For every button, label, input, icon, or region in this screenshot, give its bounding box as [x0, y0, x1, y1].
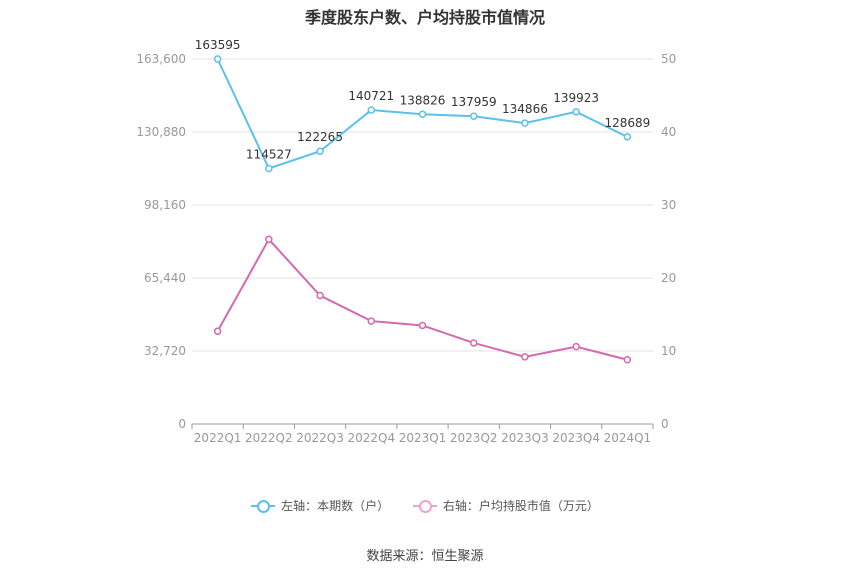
data-point	[623, 133, 632, 141]
right-axis-tick-label: 20	[661, 271, 676, 285]
data-point	[469, 112, 478, 120]
x-axis-tick-label: 2022Q2	[245, 431, 293, 445]
data-label: 114527	[246, 147, 292, 161]
x-axis-tick-label: 2023Q1	[399, 431, 447, 445]
legend-line-icon-households	[251, 499, 276, 513]
data-point	[316, 147, 324, 155]
x-axis-tick-label: 2022Q1	[194, 431, 242, 445]
left-axis-tick-label: 65,440	[144, 271, 186, 285]
data-point	[469, 339, 478, 347]
data-point	[265, 235, 273, 244]
data-point	[521, 353, 529, 361]
data-label: 128689	[604, 116, 650, 130]
x-axis-tick-label: 2022Q3	[296, 431, 344, 445]
x-axis-tick-label: 2023Q4	[552, 431, 600, 445]
data-point	[572, 108, 580, 116]
grid-lines	[192, 58, 653, 352]
data-point	[367, 106, 376, 114]
x-axis-tick-label: 2023Q3	[501, 431, 549, 445]
axes: 0 0 32,720 10 65,440 20 98,160 30 130,880 40 163,6…	[136, 52, 676, 445]
data-point	[367, 317, 376, 325]
series	[213, 55, 632, 364]
data-point	[265, 164, 273, 173]
data-label: 122265	[297, 130, 343, 144]
x-axis-tick-label: 2022Q4	[347, 431, 395, 445]
chart-title: 季度股东户数、户均持股市值情况	[304, 8, 545, 27]
left-axis-tick-label: 130,880	[136, 125, 186, 139]
data-source: 数据来源：恒生聚源	[366, 549, 484, 564]
data-point	[521, 119, 529, 127]
x-axis-tick-label: 2023Q2	[450, 431, 498, 445]
legend-line-icon-market-value	[412, 499, 437, 513]
legend-label-market-value: 右轴：户均持股市值（万元）	[442, 499, 599, 513]
data-point	[418, 321, 427, 330]
series-line-market-value	[216, 237, 628, 361]
data-labels: 163595 114527 122265 140721 138826 137959 1348…	[195, 38, 651, 161]
left-axis-tick-label: 163,600	[136, 52, 186, 66]
data-point	[572, 342, 580, 351]
right-axis-tick-label: 10	[661, 344, 676, 358]
right-axis-tick-label: 40	[661, 125, 676, 139]
right-axis-tick-label: 50	[661, 52, 676, 66]
data-label: 163595	[195, 38, 241, 52]
legend-label-households: 左轴：本期数（户）	[281, 499, 390, 513]
left-axis-tick-label: 32,720	[144, 344, 186, 358]
data-point	[213, 55, 222, 63]
data-label: 138826	[400, 93, 446, 107]
legend: 左轴：本期数（户） 右轴：户均持股市值（万元）	[0, 497, 850, 516]
left-axis-tick-label: 0	[178, 417, 186, 431]
data-label: 140721	[348, 89, 394, 103]
data-point	[623, 356, 632, 364]
data-point	[418, 110, 427, 119]
legend-item-market-value[interactable]: 右轴：户均持股市值（万元）	[412, 497, 599, 514]
data-label: 134866	[502, 102, 548, 116]
right-axis-tick-label: 0	[661, 417, 669, 431]
x-axis-tick-label: 2024Q1	[604, 431, 652, 445]
left-axis-tick-label: 98,160	[144, 198, 186, 212]
data-label: 139923	[553, 91, 599, 105]
right-axis-tick-label: 30	[661, 198, 676, 212]
data-label: 137959	[451, 95, 497, 109]
data-point	[213, 327, 222, 336]
legend-item-households[interactable]: 左轴：本期数（户）	[251, 497, 389, 514]
data-point	[316, 291, 324, 300]
